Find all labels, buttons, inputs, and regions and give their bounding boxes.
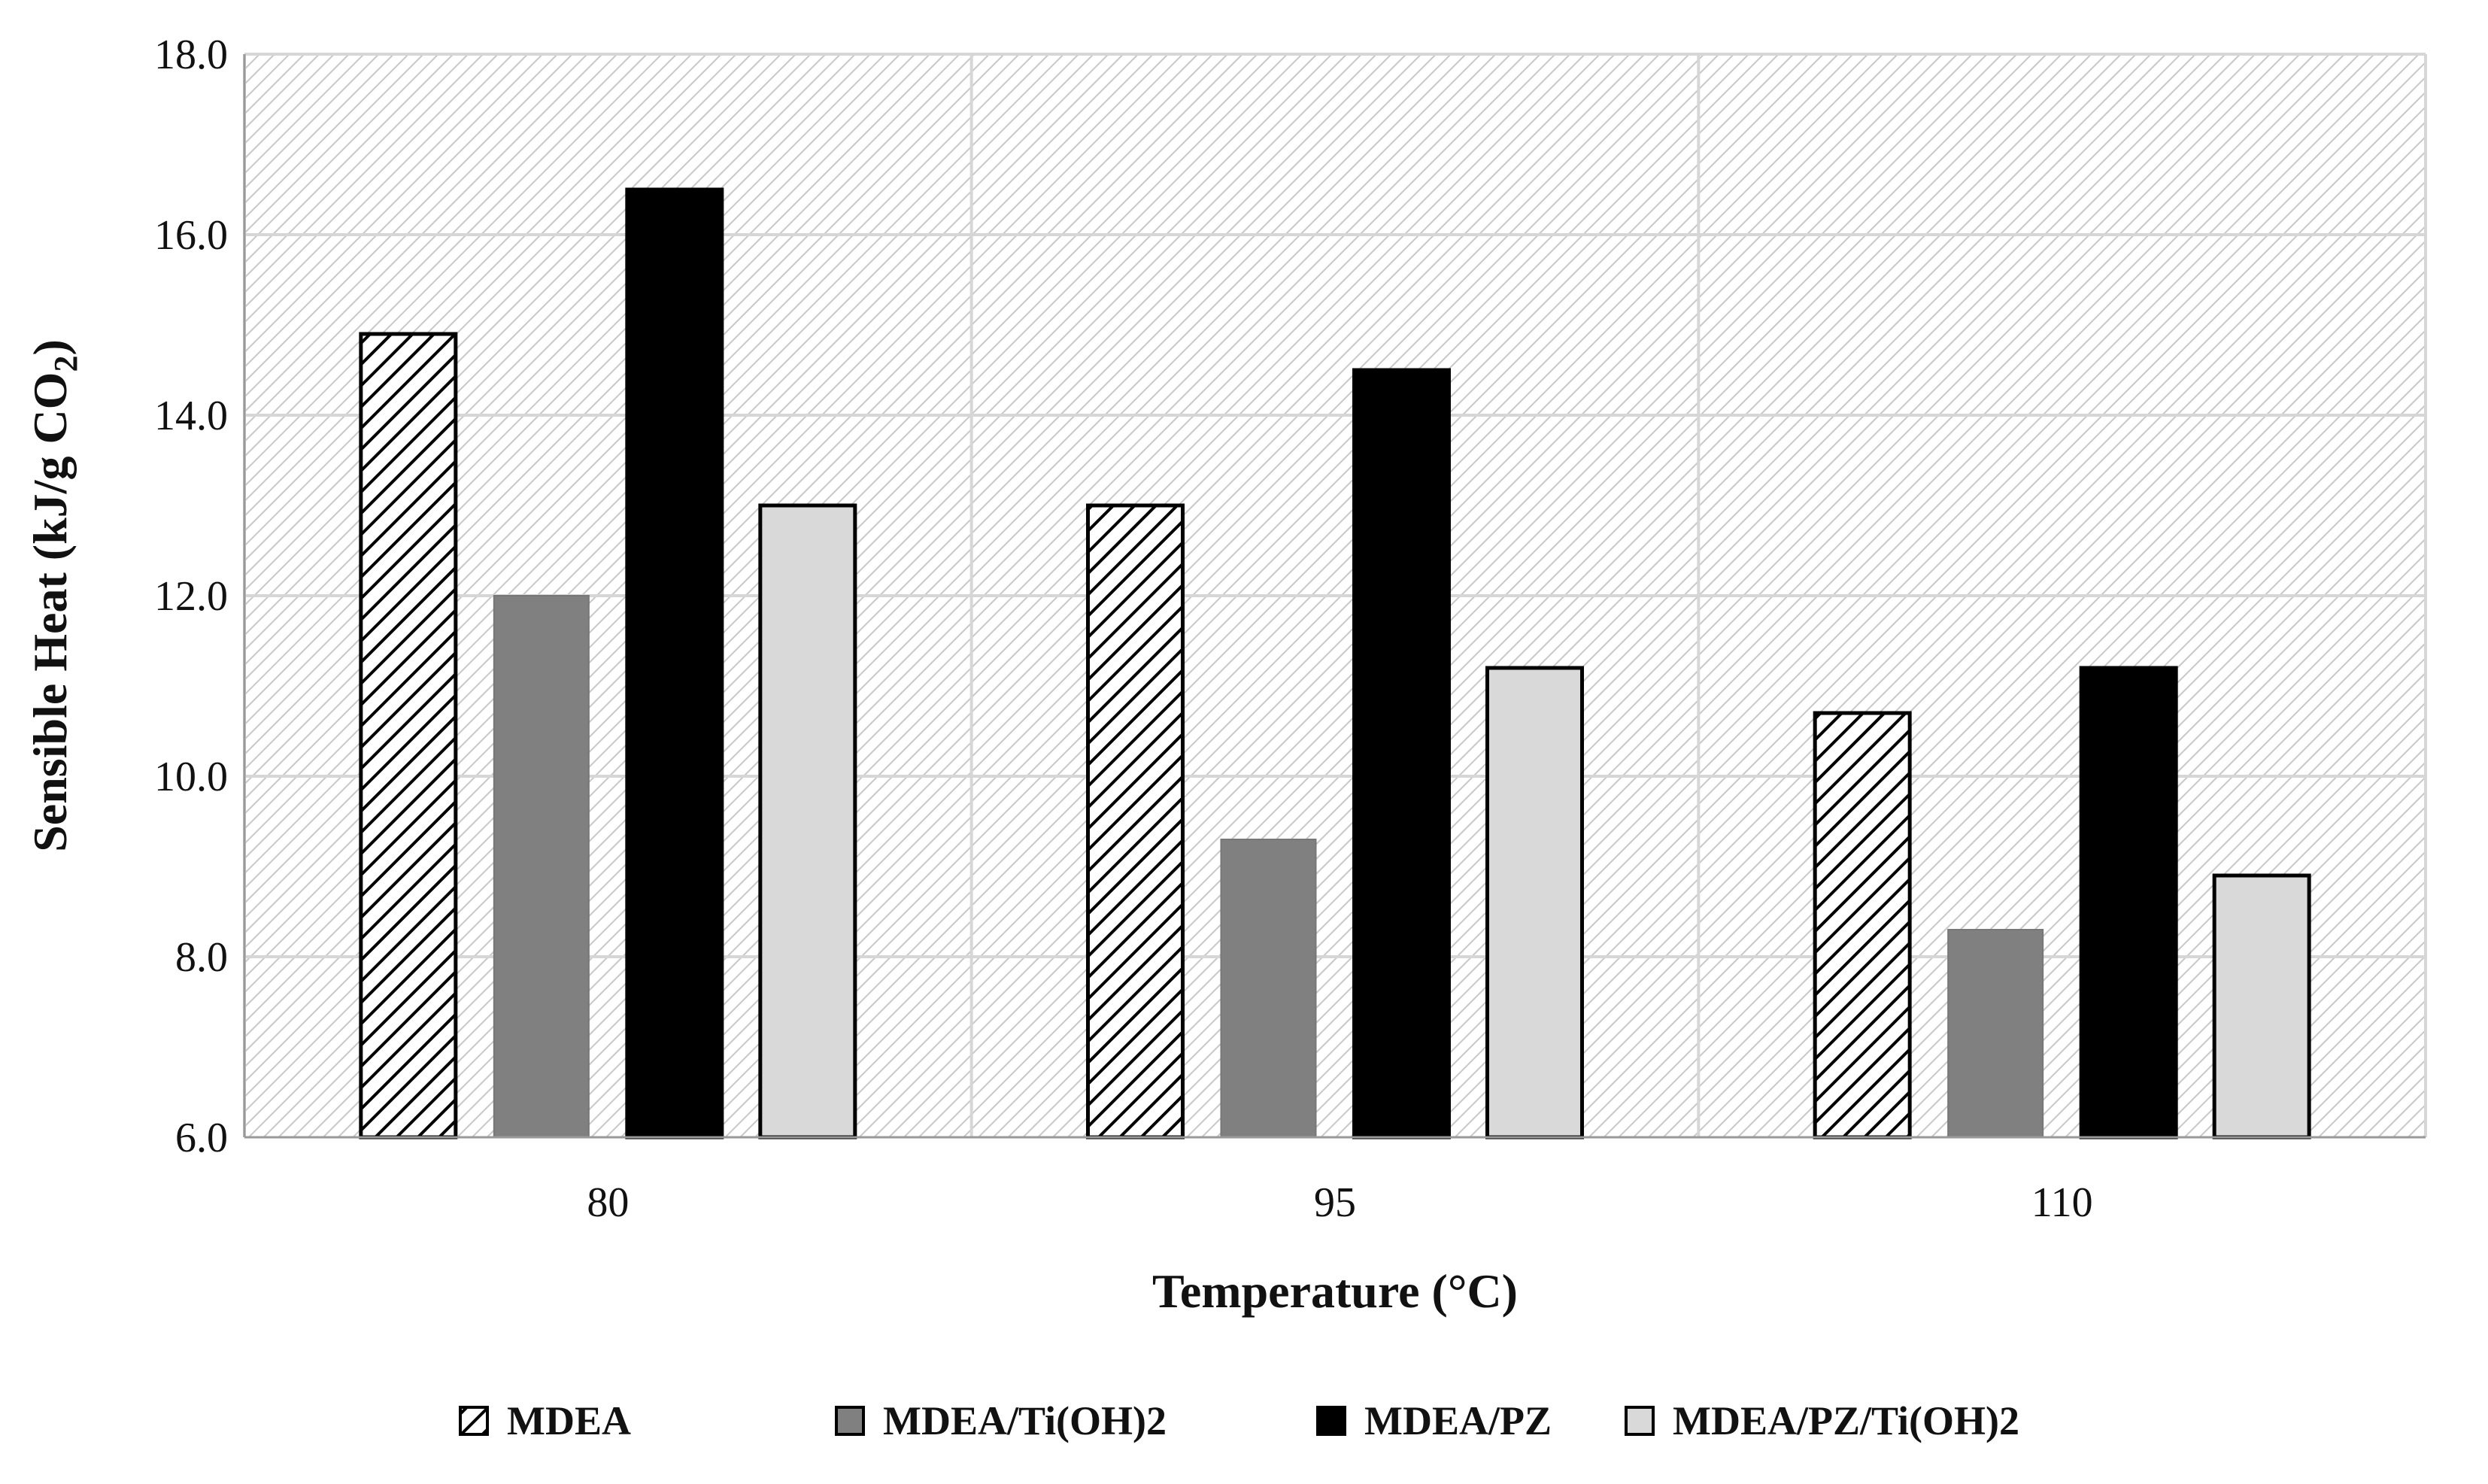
x-axis-title: Temperature (°C) — [1152, 1264, 1518, 1318]
y-axis-title-close: ) — [23, 339, 77, 355]
bar-mdea-pz-110 — [2079, 666, 2178, 1140]
bar-mdea-80 — [359, 332, 458, 1140]
legend-swatch — [1316, 1406, 1346, 1436]
bars — [359, 187, 2311, 1140]
bar-mdea-pz-ti-oh-2-80 — [758, 503, 857, 1140]
bar-mdea-pz-80 — [625, 187, 724, 1140]
x-tick-label: 110 — [2031, 1179, 2093, 1226]
legend-swatch — [835, 1406, 865, 1436]
gridlines — [243, 53, 2427, 1137]
bar-mdea-ti-oh-2-80 — [493, 595, 590, 1138]
y-axis-title-main: Sensible Heat (kJ/g CO — [23, 372, 77, 852]
bar-mdea-ti-oh-2-110 — [1947, 929, 2044, 1138]
legend-label: MDEA — [507, 1398, 631, 1443]
y-tick-label: 18.0 — [154, 32, 228, 78]
y-axis-title: Sensible Heat (kJ/g CO2) — [23, 339, 84, 852]
y-tick-labels: 6.0 8.0 10.0 12.0 14.0 16.0 18.0 — [154, 32, 228, 1161]
x-tick-label: 80 — [587, 1179, 629, 1226]
legend-swatch — [459, 1406, 489, 1436]
y-tick-label: 6.0 — [175, 1115, 228, 1161]
bar-mdea-pz-ti-oh-2-110 — [2212, 873, 2311, 1140]
axes — [243, 54, 2426, 1139]
legend-label: MDEA/PZ/Ti(OH)2 — [1673, 1398, 2019, 1443]
y-tick-label: 14.0 — [154, 393, 228, 439]
y-tick-label: 12.0 — [154, 573, 228, 620]
x-tick-labels: 80 95 110 — [587, 1179, 2092, 1226]
y-tick-label: 8.0 — [175, 934, 228, 981]
legend-label: MDEA/PZ — [1364, 1398, 1552, 1443]
bar-mdea-110 — [1813, 711, 1912, 1140]
bar-mdea-95 — [1086, 503, 1185, 1140]
legend: MDEA MDEA/Ti(OH)2 MDEA/PZ MDEA/PZ/Ti(OH)2 — [459, 1398, 2019, 1443]
y-axis-title-subscript: 2 — [47, 356, 84, 372]
bar-mdea-ti-oh-2-95 — [1220, 839, 1317, 1138]
legend-swatch — [1625, 1406, 1655, 1436]
y-tick-label: 10.0 — [154, 754, 228, 800]
bar-mdea-pz-95 — [1352, 368, 1451, 1140]
y-tick-label: 16.0 — [154, 212, 228, 259]
bar-mdea-pz-ti-oh-2-95 — [1485, 666, 1584, 1140]
legend-label: MDEA/Ti(OH)2 — [883, 1398, 1167, 1443]
x-tick-label: 95 — [1314, 1179, 1356, 1226]
